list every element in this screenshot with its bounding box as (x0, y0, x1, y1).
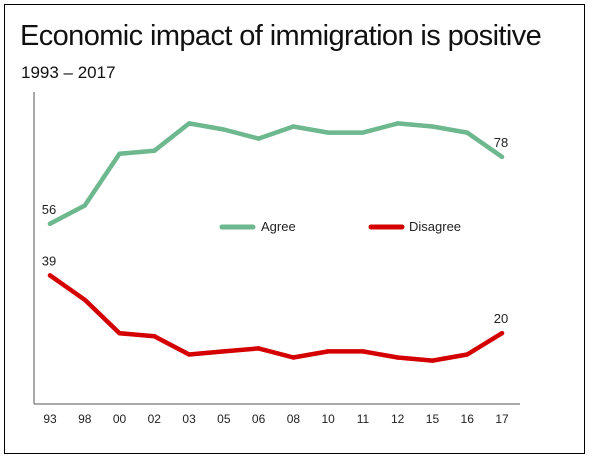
x-tick-label-98: 98 (78, 412, 92, 426)
data-point-disagree-00 (117, 331, 122, 336)
data-label-agree-17: 78 (494, 135, 508, 150)
data-point-agree-03 (186, 121, 192, 126)
x-tick-label-03: 03 (182, 412, 196, 426)
legend: Agree Disagree (219, 219, 461, 234)
data-label-disagree-17: 20 (494, 311, 508, 326)
x-tick-labels: 93 98 00 02 03 05 06 08 10 11 12 15 16 17 (43, 412, 509, 426)
data-point-disagree-05 (221, 349, 227, 354)
data-point-disagree-11 (360, 349, 366, 354)
data-point-agree-17 (499, 154, 505, 160)
x-tick-label-93: 93 (43, 412, 57, 426)
data-point-agree-05 (221, 127, 227, 132)
x-tick-label-00: 00 (113, 412, 127, 426)
data-point-agree-10 (325, 130, 331, 135)
x-tick-label-05: 05 (217, 412, 231, 426)
data-point-agree-98 (82, 203, 87, 208)
legend-label-agree: Agree (261, 219, 296, 234)
data-point-disagree-03 (186, 352, 192, 357)
data-label-disagree-93: 39 (42, 253, 56, 268)
chart-title: Economic impact of immigration is positi… (20, 20, 542, 52)
series-line-disagree (47, 273, 505, 363)
data-labels: 56 78 39 20 (42, 135, 508, 326)
data-point-disagree-98 (82, 297, 87, 302)
series-lines (47, 121, 505, 363)
data-point-disagree-16 (465, 352, 470, 357)
x-tick-label-10: 10 (321, 412, 335, 426)
chart-subtitle: 1993 – 2017 (21, 63, 116, 82)
data-point-agree-11 (360, 130, 366, 135)
x-tick-label-15: 15 (426, 412, 440, 426)
data-point-agree-08 (291, 124, 296, 129)
x-tick-label-17: 17 (495, 412, 509, 426)
data-label-agree-93: 56 (42, 202, 56, 217)
data-point-disagree-06 (256, 346, 261, 351)
x-tick-label-12: 12 (391, 412, 405, 426)
chart-frame (4, 4, 585, 454)
x-tick-label-11: 11 (357, 412, 370, 426)
data-point-disagree-15 (430, 358, 435, 363)
data-point-agree-15 (430, 124, 435, 129)
data-point-agree-93 (47, 221, 53, 226)
data-point-disagree-17 (499, 331, 505, 336)
x-tick-label-08: 08 (287, 412, 301, 426)
data-point-agree-16 (465, 130, 470, 135)
x-tick-label-16: 16 (461, 412, 475, 426)
data-point-disagree-12 (395, 355, 400, 360)
series-line-agree (47, 121, 505, 227)
data-point-agree-06 (256, 136, 261, 141)
x-tick-label-02: 02 (148, 412, 162, 426)
data-point-disagree-10 (325, 349, 331, 354)
data-point-disagree-08 (291, 355, 296, 360)
data-point-disagree-02 (152, 334, 157, 339)
legend-label-disagree: Disagree (409, 219, 461, 234)
data-point-agree-02 (152, 148, 157, 153)
data-point-disagree-93 (47, 273, 53, 278)
data-point-agree-00 (117, 151, 122, 157)
x-tick-label-06: 06 (252, 412, 266, 426)
data-point-agree-12 (395, 121, 400, 126)
